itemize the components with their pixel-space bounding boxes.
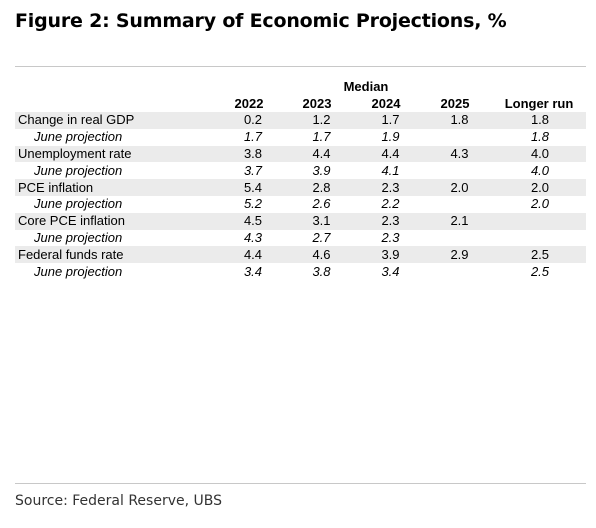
row-label: Unemployment rate: [15, 145, 219, 163]
cell-longer-run: 1.8: [494, 112, 586, 129]
row-label: Change in real GDP: [15, 112, 219, 129]
june-projection-row: June projection 5.2 2.6 2.2 2.0: [15, 196, 586, 213]
cell-2023: 4.6: [287, 246, 356, 264]
cell-2023: 2.8: [287, 179, 356, 196]
projections-table-body: Change in real GDP 0.2 1.2 1.7 1.8 1.8 June pr…: [15, 112, 586, 280]
cell-2023: 3.8: [312, 263, 331, 279]
projections-table: Change in real GDP 0.2 1.2 1.7 1.8 1.8 June pr…: [15, 112, 586, 280]
cell-2024: 1.7: [356, 112, 425, 129]
cell-longer-run: 2.0: [494, 179, 586, 196]
cell-2024: 2.3: [356, 179, 425, 196]
bottom-divider: [15, 483, 586, 484]
cell-2024: 3.9: [356, 246, 425, 264]
cell-2025: 2.0: [425, 179, 494, 196]
row-label: June projection: [34, 129, 123, 145]
cell-longer-run: 2.5: [530, 263, 550, 279]
top-divider: [15, 66, 586, 67]
cell-2025: [425, 263, 494, 280]
row-label: Federal funds rate: [15, 246, 219, 264]
source-note: Source: Federal Reserve, UBS: [15, 493, 222, 509]
column-header-longer-run: Longer run: [504, 96, 574, 111]
cell-2025: 1.8: [425, 112, 494, 129]
cell-2025: [425, 129, 494, 146]
row-label: Core PCE inflation: [15, 212, 219, 230]
cell-longer-run: 4.0: [530, 162, 550, 178]
cell-2022: 1.7: [243, 129, 263, 145]
cell-2023: 3.1: [287, 212, 356, 230]
cell-2023: 1.2: [287, 112, 356, 129]
column-header-2022: 2022: [234, 96, 264, 111]
cell-longer-run: [494, 230, 586, 247]
cell-2022: 0.2: [219, 112, 287, 129]
cell-longer-run: 2.5: [494, 246, 586, 264]
cell-2024: 1.9: [381, 129, 400, 145]
cell-2025: [425, 230, 494, 247]
median-group-header: Median: [343, 79, 389, 94]
indicator-row: Unemployment rate 3.8 4.4 4.4 4.3 4.0: [15, 145, 586, 163]
cell-longer-run: 2.0: [530, 196, 550, 212]
cell-2023: 2.7: [312, 229, 331, 245]
cell-2025: [425, 196, 494, 213]
row-label: June projection: [34, 229, 123, 245]
cell-2023: 1.7: [312, 129, 331, 145]
column-header-row: 2022 2023 2024 2025 Longer run: [15, 96, 586, 112]
june-projection-row: June projection 4.3 2.7 2.3: [15, 230, 586, 247]
cell-2025: 2.1: [425, 212, 494, 230]
cell-2022: 4.3: [243, 229, 263, 245]
cell-2022: 4.5: [219, 212, 287, 230]
figure-title: Figure 2: Summary of Economic Projection…: [15, 10, 507, 32]
cell-longer-run: 4.0: [494, 145, 586, 163]
indicator-row: PCE inflation 5.4 2.8 2.3 2.0 2.0: [15, 179, 586, 196]
june-projection-row: June projection 3.7 3.9 4.1 4.0: [15, 162, 586, 179]
cell-2025: [425, 162, 494, 179]
cell-2022: 3.8: [219, 145, 287, 163]
cell-2024: 4.4: [356, 145, 425, 163]
indicator-row: Federal funds rate 4.4 4.6 3.9 2.9 2.5: [15, 246, 586, 264]
cell-2022: 5.4: [219, 179, 287, 196]
cell-2023: 2.6: [312, 196, 331, 212]
row-label: PCE inflation: [15, 179, 219, 196]
cell-2024: 2.2: [381, 196, 400, 212]
column-header-2025: 2025: [440, 96, 470, 111]
indicator-row: Change in real GDP 0.2 1.2 1.7 1.8 1.8: [15, 112, 586, 129]
cell-2022: 5.2: [243, 196, 263, 212]
cell-2024: 3.4: [381, 263, 400, 279]
june-projection-row: June projection 3.4 3.8 3.4 2.5: [15, 263, 586, 280]
cell-2025: 4.3: [425, 145, 494, 163]
cell-2023: 4.4: [287, 145, 356, 163]
column-header-2024: 2024: [371, 96, 401, 111]
cell-longer-run: 1.8: [530, 129, 550, 145]
cell-2022: 3.7: [243, 162, 263, 178]
cell-2024: 4.1: [381, 162, 400, 178]
cell-2022: 4.4: [219, 246, 287, 264]
cell-2024: 2.3: [381, 229, 400, 245]
june-projection-row: June projection 1.7 1.7 1.9 1.8: [15, 129, 586, 146]
indicator-row: Core PCE inflation 4.5 3.1 2.3 2.1: [15, 212, 586, 230]
column-header-2023: 2023: [302, 96, 332, 111]
row-label: June projection: [34, 263, 123, 279]
cell-2024: 2.3: [356, 212, 425, 230]
cell-longer-run: [494, 212, 586, 230]
cell-2023: 3.9: [312, 162, 331, 178]
row-label: June projection: [34, 196, 123, 212]
cell-2025: 2.9: [425, 246, 494, 264]
cell-2022: 3.4: [243, 263, 263, 279]
row-label: June projection: [34, 162, 123, 178]
